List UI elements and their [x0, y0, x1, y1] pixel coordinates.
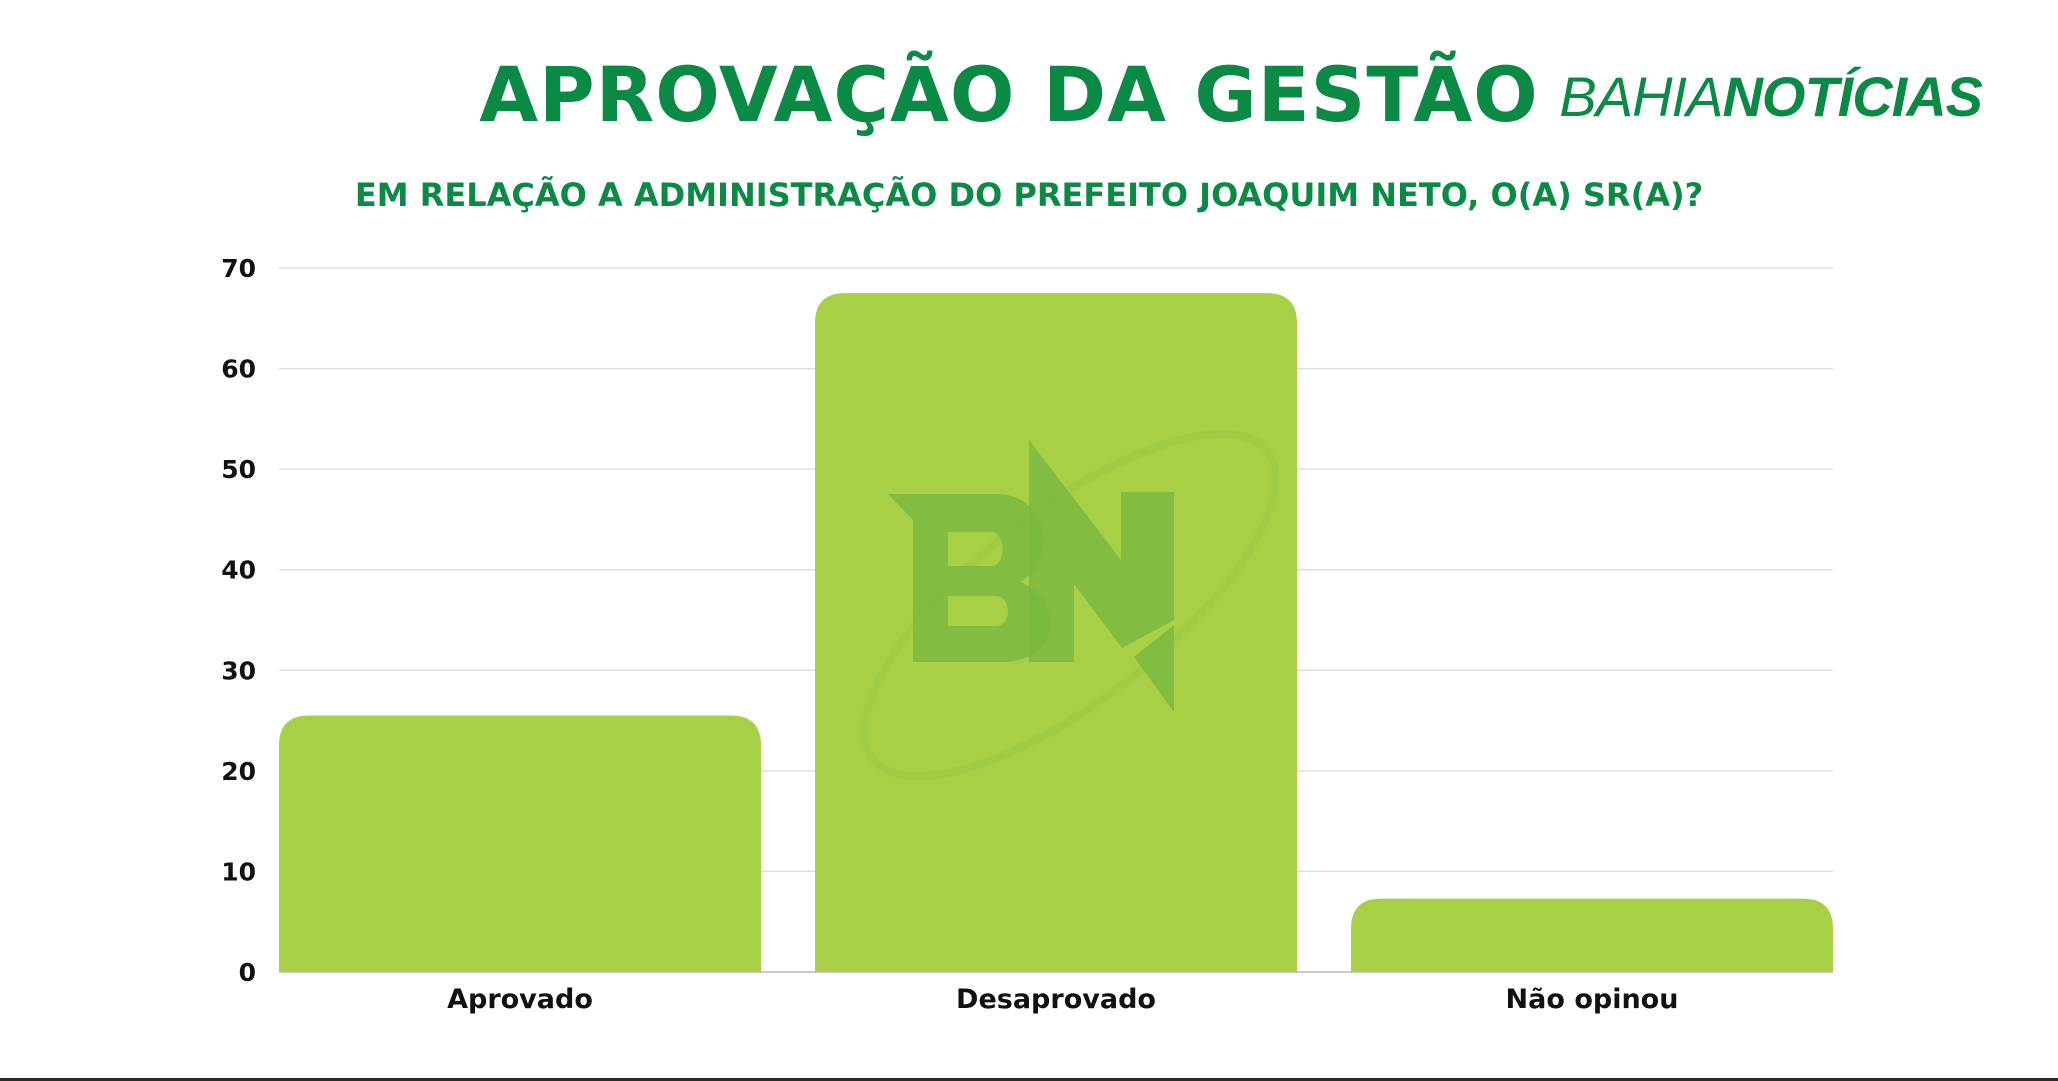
- watermark-letter-n-tail: [1134, 625, 1174, 712]
- bar: [1351, 898, 1833, 972]
- brand-logo-light: BAHIA: [1559, 65, 1723, 128]
- y-tick-label: 10: [221, 857, 256, 886]
- bar: [279, 715, 761, 972]
- y-tick-label: 60: [221, 355, 256, 384]
- chart-subtitle: EM RELAÇÃO A ADMINISTRAÇÃO DO PREFEITO J…: [354, 176, 1704, 214]
- y-tick-label: 0: [239, 958, 256, 987]
- watermark-letter-b: [888, 494, 1051, 662]
- chart-title: APROVAÇÃO DA GESTÃO: [479, 50, 1539, 139]
- x-category-label: Não opinou: [1506, 984, 1679, 1015]
- y-tick-label: 70: [221, 254, 256, 283]
- y-tick-label: 40: [221, 556, 256, 585]
- watermark-letter-n: [1029, 440, 1174, 662]
- y-tick-label: 30: [221, 656, 256, 685]
- bottom-divider: [0, 1078, 2058, 1081]
- x-category-label: Aprovado: [447, 984, 593, 1015]
- x-category-label: Desaprovado: [956, 984, 1156, 1015]
- y-tick-label: 20: [221, 757, 256, 786]
- y-tick-label: 50: [221, 455, 256, 484]
- labels-layer: 0 10 20 30 40 50 60 70 Aprovado Desaprovado Não op…: [221, 254, 1678, 1015]
- watermark-logo: [860, 429, 1280, 781]
- brand-logo: BAHIANOTÍCIAS: [1559, 64, 1983, 129]
- brand-logo-bold: NOTÍCIAS: [1722, 65, 1983, 128]
